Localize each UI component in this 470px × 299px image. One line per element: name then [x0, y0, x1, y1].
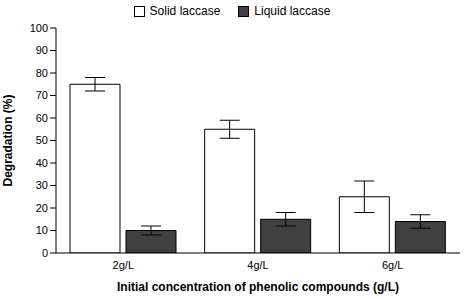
- svg-text:20: 20: [36, 202, 48, 214]
- svg-text:Degradation (%): Degradation (%): [8, 94, 15, 186]
- svg-text:10: 10: [36, 224, 48, 236]
- svg-text:0: 0: [42, 247, 48, 259]
- svg-text:2g/L: 2g/L: [113, 259, 134, 271]
- svg-text:90: 90: [36, 44, 48, 56]
- svg-text:80: 80: [36, 67, 48, 79]
- svg-text:6g/L: 6g/L: [382, 259, 403, 271]
- svg-text:100: 100: [30, 22, 48, 34]
- svg-text:40: 40: [36, 157, 48, 169]
- svg-text:Initial concentration of pheno: Initial concentration of phenolic compou…: [117, 280, 399, 294]
- html-text:Solid laccase: Solid laccase: [149, 4, 221, 18]
- svg-text:70: 70: [36, 89, 48, 101]
- html-text:Liquid laccase: Liquid laccase: [254, 4, 331, 18]
- svg-text:60: 60: [36, 112, 48, 124]
- svg-text:30: 30: [36, 179, 48, 191]
- svg-text:4g/L: 4g/L: [247, 259, 268, 271]
- svg-text:50: 50: [36, 134, 48, 146]
